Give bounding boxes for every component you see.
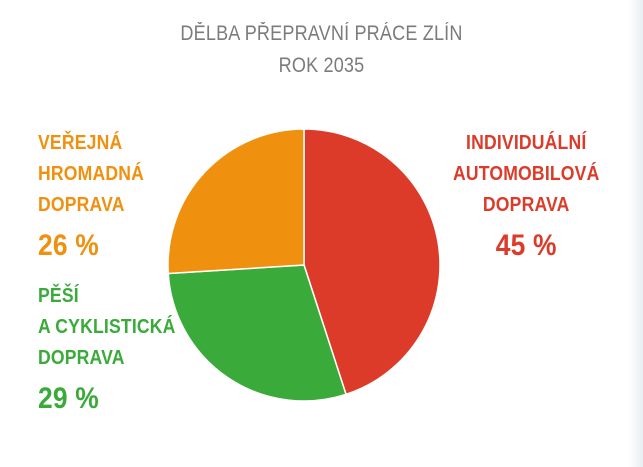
slice-value-label: 29 %: [38, 382, 99, 415]
slice-label-line: A CYKLISTICKÁ: [38, 316, 176, 338]
slice-label-line: AUTOMOBILOVÁ: [452, 163, 599, 185]
slice-label-walking-cycling: PĚŠÍ A CYKLISTICKÁ DOPRAVA 29 %: [38, 281, 176, 416]
slice-label-line: PĚŠÍ: [38, 285, 79, 307]
right-edge-shade: [629, 0, 643, 467]
pie-slice-car-transport: [303, 128, 441, 396]
slice-value-label: 26 %: [38, 229, 99, 262]
slice-label-line: DOPRAVA: [38, 194, 125, 216]
slice-label-public-transport: VEŘEJNÁ HROMADNÁ DOPRAVA 26 %: [38, 128, 144, 263]
pie-slice-public-transport: [167, 128, 305, 275]
slice-label-line: VEŘEJNÁ: [38, 132, 123, 154]
slice-label-line: DOPRAVA: [38, 347, 125, 369]
chart-title: DĚLBA PŘEPRAVNÍ PRÁCE ZLÍN: [180, 22, 463, 45]
pie-slice-walking-cycling: [167, 264, 347, 402]
slice-label-line: HROMADNÁ: [38, 163, 145, 185]
slice-label-line: DOPRAVA: [482, 194, 570, 216]
slice-label-line: INDIVIDUÁLNÍ: [465, 132, 586, 154]
slice-value-label: 45 %: [495, 229, 557, 262]
slice-label-car-transport: INDIVIDUÁLNÍ AUTOMOBILOVÁ DOPRAVA 45 %: [452, 128, 599, 263]
chart-subtitle: ROK 2035: [278, 54, 365, 77]
